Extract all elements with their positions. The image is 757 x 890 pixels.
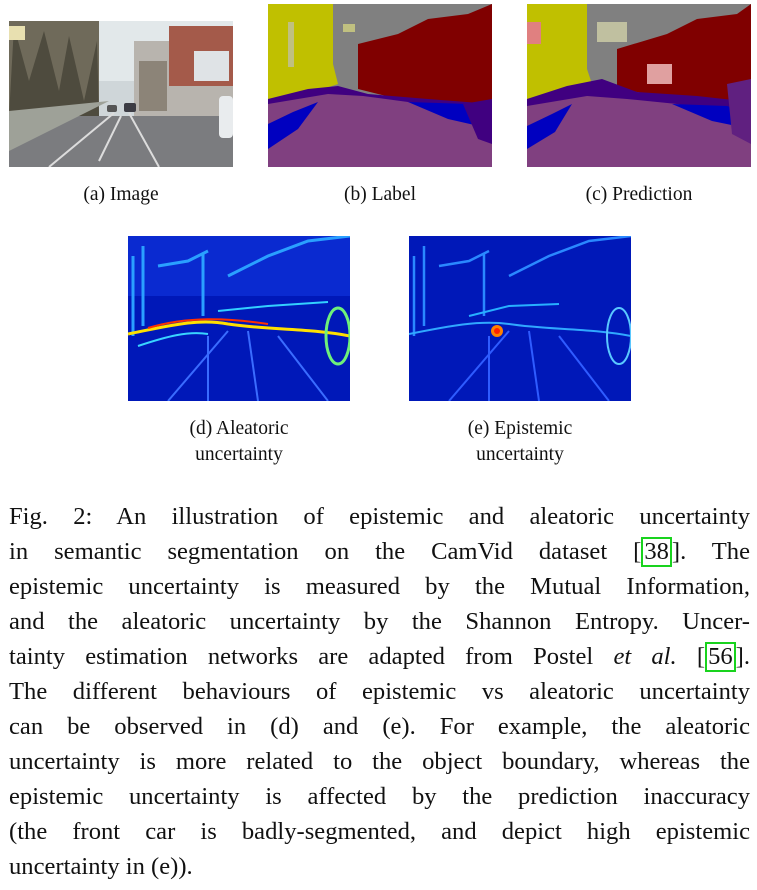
caption-epistemic-line2: uncertainty — [476, 444, 564, 465]
citation-link-56[interactable]: 56 — [705, 642, 736, 672]
caption-aleatoric-line2: uncertainty — [195, 444, 283, 465]
caption-line: Fig. 2: An illustration of epistemic and… — [9, 503, 750, 530]
panel-prediction — [527, 4, 751, 167]
caption-line: tainty estimation networks are adapted f… — [9, 642, 750, 672]
caption-line: The different behaviours of epistemic vs… — [9, 678, 750, 705]
panel-aleatoric-uncertainty — [128, 236, 350, 401]
caption-line: epistemic uncertainty is affected by the… — [9, 783, 750, 810]
caption-line: uncertainty is more related to the objec… — [9, 748, 750, 775]
epistemic-uncertainty-map — [409, 236, 631, 401]
caption-line: uncertainty in (e)). — [9, 853, 193, 880]
panel-epistemic-uncertainty — [409, 236, 631, 401]
figure-caption: Fig. 2: An illustration of epistemic and… — [9, 499, 750, 884]
panel-image — [9, 21, 233, 167]
citation-link-38[interactable]: 38 — [641, 537, 672, 567]
panel-label — [268, 4, 492, 167]
caption-label: (b) Label — [343, 184, 416, 205]
caption-aleatoric-line1: (d) Aleatoric — [189, 418, 289, 439]
caption-epistemic-line1: (e) Epistemic — [467, 418, 573, 439]
label-segmentation — [268, 4, 492, 167]
caption-line: (the front car is badly-segmented, and d… — [9, 818, 750, 845]
caption-line: in semantic segmentation on the CamVid d… — [9, 537, 750, 567]
prediction-segmentation — [527, 4, 751, 167]
caption-image: (a) Image — [83, 184, 159, 205]
caption-line: and the aleatoric uncertainty by the Sha… — [9, 608, 750, 635]
aleatoric-uncertainty-map — [128, 236, 350, 401]
caption-prediction: (c) Prediction — [585, 184, 693, 205]
caption-line: can be observed in (d) and (e). For exam… — [9, 713, 750, 740]
caption-line: epistemic uncertainty is measured by the… — [9, 573, 750, 600]
street-photo — [9, 21, 233, 167]
